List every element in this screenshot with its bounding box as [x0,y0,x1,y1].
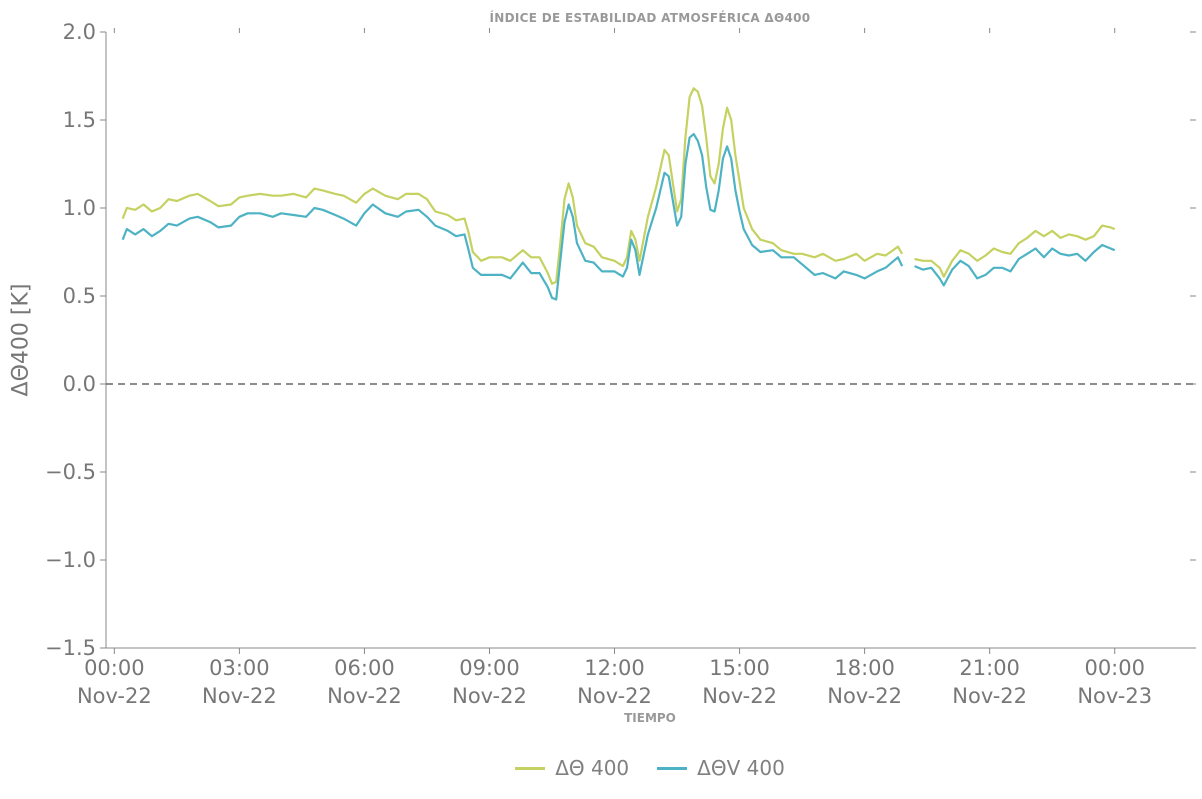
x-tick-label-date: Nov-22 [952,684,1027,708]
y-tick-label: 1.0 [63,196,96,220]
x-tick-label-date: Nov-22 [577,684,652,708]
x-tick-label-time: 15:00 [709,656,770,680]
x-tick-label-time: 06:00 [334,656,395,680]
legend-swatch-theta-v [657,766,688,770]
y-tick-label: 1.5 [63,108,96,132]
x-tick-label-date: Nov-22 [202,684,277,708]
legend: ΔΘ 400 ΔΘV 400 [0,756,1202,780]
legend-item: ΔΘV 400 [657,756,785,780]
series-line [914,224,1116,278]
x-tick-label-date: Nov-22 [77,684,152,708]
y-tick-label: 0.5 [63,284,96,308]
legend-label-theta-v: ΔΘV 400 [697,756,785,780]
legend-swatch-theta [515,766,546,770]
x-tick-label-date: Nov-22 [702,684,777,708]
x-tick-label-date: Nov-22 [452,684,527,708]
y-tick-label: −0.5 [45,460,96,484]
legend-item: ΔΘ 400 [515,756,629,780]
legend-label-theta: ΔΘ 400 [555,756,630,780]
series-line [121,87,904,285]
x-tick-label-time: 00:00 [1084,656,1145,680]
y-tick-label: −1.5 [45,636,96,660]
x-tick-label-time: 09:00 [459,656,520,680]
chart-title: ÍNDICE DE ESTABILIDAD ATMOSFÉRICA ΔΘ400 [489,11,811,25]
x-tick-label-time: 00:00 [84,656,145,680]
series-lines [121,87,1116,301]
x-tick-label-date: Nov-22 [827,684,902,708]
y-tick-label: 2.0 [63,20,96,44]
x-tick-label-time: 03:00 [209,656,270,680]
axes: −1.5 −1.0 −0.5 0.0 0.5 1.0 1.5 2.0 00:00 Nov-22 03… [45,20,1196,708]
x-axis-label: TIEMPO [624,711,676,725]
x-tick-label-time: 18:00 [834,656,895,680]
series-line [121,133,904,301]
x-tick-label-time: 21:00 [959,656,1020,680]
series-line [914,243,1116,287]
x-tick-label-date: Nov-23 [1077,684,1152,708]
x-tick-label-time: 12:00 [584,656,645,680]
y-tick-label: 0.0 [63,372,96,396]
y-tick-label: −1.0 [45,548,96,572]
x-tick-label-date: Nov-22 [327,684,402,708]
